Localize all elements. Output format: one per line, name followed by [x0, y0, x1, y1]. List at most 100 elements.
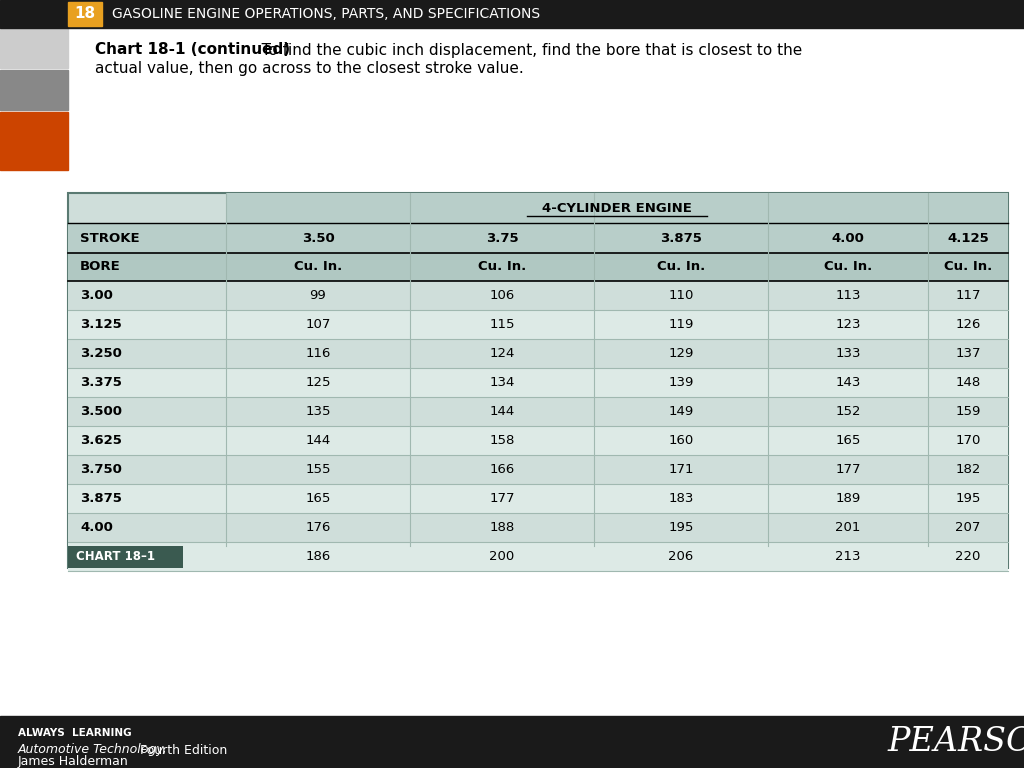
Text: 158: 158 [489, 434, 515, 447]
Text: 165: 165 [305, 492, 331, 505]
Text: 3.625: 3.625 [80, 434, 122, 447]
Text: 4.00: 4.00 [80, 521, 113, 534]
Bar [68, 397, 1008, 426]
Text: 110: 110 [669, 289, 693, 302]
Text: Cu. In.: Cu. In. [944, 260, 992, 273]
Text: 186: 186 [305, 550, 331, 563]
Text: 134: 134 [489, 376, 515, 389]
Text: 200: 200 [489, 550, 515, 563]
Text: 166: 166 [489, 463, 515, 476]
Text: 182: 182 [955, 463, 981, 476]
Text: 133: 133 [836, 347, 861, 360]
Bar [68, 455, 1008, 484]
Text: 106: 106 [489, 289, 515, 302]
Text: 213: 213 [836, 550, 861, 563]
Text: 189: 189 [836, 492, 860, 505]
Bar [0, 0, 1024, 28]
Text: Cu. In.: Cu. In. [824, 260, 872, 273]
Text: 99: 99 [309, 289, 327, 302]
Text: 3.875: 3.875 [660, 231, 701, 244]
Text: 177: 177 [836, 463, 861, 476]
Text: 3.250: 3.250 [80, 347, 122, 360]
Text: 3.375: 3.375 [80, 376, 122, 389]
Text: 170: 170 [955, 434, 981, 447]
Text: 135: 135 [305, 405, 331, 418]
Text: 139: 139 [669, 376, 693, 389]
Text: Automotive Technology,: Automotive Technology, [18, 743, 168, 756]
Bar [68, 542, 1008, 571]
Text: Cu. In.: Cu. In. [294, 260, 342, 273]
Bar [0, 716, 1024, 768]
Bar [68, 2, 102, 26]
Text: GASOLINE ENGINE OPERATIONS, PARTS, AND SPECIFICATIONS: GASOLINE ENGINE OPERATIONS, PARTS, AND S… [112, 7, 540, 21]
Text: 176: 176 [305, 521, 331, 534]
Text: STROKE: STROKE [80, 231, 139, 244]
Text: 107: 107 [305, 318, 331, 331]
Text: 152: 152 [836, 405, 861, 418]
Bar [68, 253, 1008, 281]
Text: Fourth Edition: Fourth Edition [136, 743, 227, 756]
Text: 159: 159 [955, 405, 981, 418]
Bar [0, 28, 68, 68]
Text: 124: 124 [489, 347, 515, 360]
Text: 144: 144 [305, 434, 331, 447]
Text: 3.75: 3.75 [485, 231, 518, 244]
Text: 3.125: 3.125 [80, 318, 122, 331]
Text: To find the cubic inch displacement, find the bore that is closest to the: To find the cubic inch displacement, fin… [247, 42, 802, 58]
Text: 207: 207 [955, 521, 981, 534]
Text: Cu. In.: Cu. In. [656, 260, 706, 273]
Text: 144: 144 [489, 405, 515, 418]
Text: BORE: BORE [80, 260, 121, 273]
Text: 183: 183 [669, 492, 693, 505]
Text: 195: 195 [955, 492, 981, 505]
Text: 4.125: 4.125 [947, 231, 989, 244]
Text: 116: 116 [305, 347, 331, 360]
Bar [68, 281, 1008, 310]
Text: 3.750: 3.750 [80, 463, 122, 476]
Text: 195: 195 [669, 521, 693, 534]
Text: 143: 143 [836, 376, 861, 389]
Text: 3.00: 3.00 [80, 289, 113, 302]
Text: 18: 18 [75, 6, 95, 22]
Text: 171: 171 [669, 463, 693, 476]
Text: Cu. In.: Cu. In. [478, 260, 526, 273]
Text: 177: 177 [489, 492, 515, 505]
Text: 4.00: 4.00 [831, 231, 864, 244]
Bar [226, 193, 1008, 223]
Text: 201: 201 [836, 521, 861, 534]
Text: 220: 220 [955, 550, 981, 563]
Text: CHART 18–1: CHART 18–1 [76, 551, 155, 564]
Text: James Halderman: James Halderman [18, 754, 129, 767]
Bar [68, 426, 1008, 455]
Bar [68, 546, 183, 568]
Bar [0, 70, 68, 110]
Text: 148: 148 [955, 376, 981, 389]
Text: 4-CYLINDER ENGINE: 4-CYLINDER ENGINE [542, 201, 692, 214]
Text: 119: 119 [669, 318, 693, 331]
Text: 3.500: 3.500 [80, 405, 122, 418]
Text: ALWAYS  LEARNING: ALWAYS LEARNING [18, 728, 132, 738]
Text: 3.875: 3.875 [80, 492, 122, 505]
Text: 126: 126 [955, 318, 981, 331]
Text: 4.125: 4.125 [80, 550, 122, 563]
Text: 149: 149 [669, 405, 693, 418]
Text: 129: 129 [669, 347, 693, 360]
Text: Chart 18-1 (continued): Chart 18-1 (continued) [95, 42, 290, 58]
Text: 165: 165 [836, 434, 861, 447]
Bar [68, 339, 1008, 368]
Text: PEARSON: PEARSON [887, 726, 1024, 758]
Bar [68, 513, 1008, 542]
Text: 117: 117 [955, 289, 981, 302]
Text: 137: 137 [955, 347, 981, 360]
Text: 206: 206 [669, 550, 693, 563]
Bar [68, 193, 1008, 568]
Bar [68, 223, 1008, 253]
Text: 3.50: 3.50 [302, 231, 335, 244]
Bar [0, 112, 68, 170]
Text: actual value, then go across to the closest stroke value.: actual value, then go across to the clos… [95, 61, 523, 75]
Bar [68, 368, 1008, 397]
Text: 115: 115 [489, 318, 515, 331]
Text: 123: 123 [836, 318, 861, 331]
Bar [68, 310, 1008, 339]
Bar [68, 484, 1008, 513]
